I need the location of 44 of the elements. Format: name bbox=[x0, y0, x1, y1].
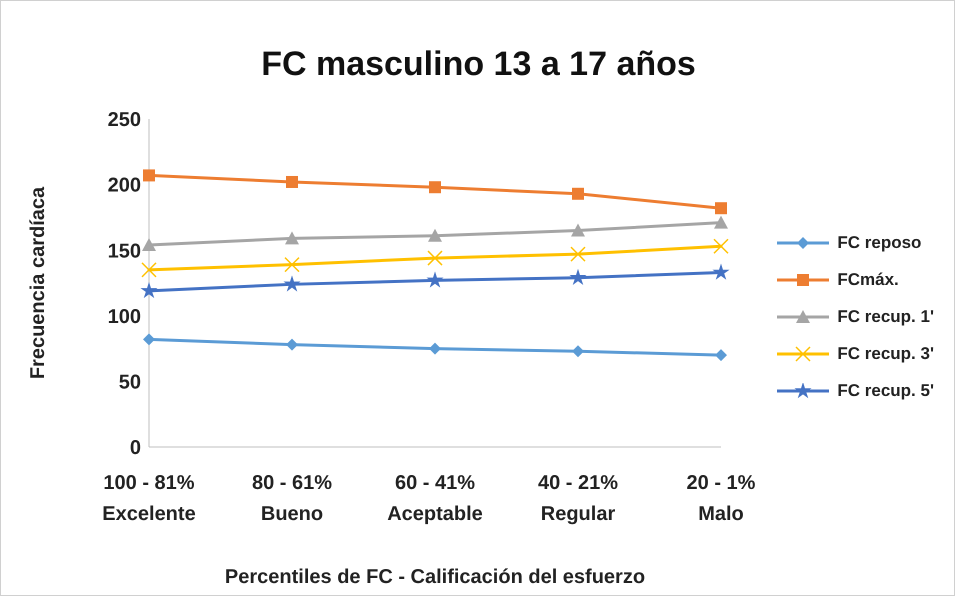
legend-label: FC recup. 1' bbox=[837, 307, 934, 327]
point bbox=[143, 169, 155, 182]
point bbox=[570, 269, 586, 285]
y-tick-label: 0 bbox=[130, 437, 141, 460]
point bbox=[286, 176, 298, 188]
point bbox=[570, 246, 586, 262]
x-tick-label: 100 - 81% Excelente bbox=[102, 472, 196, 525]
y-tick-label: 250 bbox=[108, 109, 141, 132]
point bbox=[427, 272, 443, 288]
legend-label: FC reposo bbox=[837, 233, 922, 253]
point bbox=[141, 262, 157, 278]
y-tick-label: 100 bbox=[108, 306, 141, 328]
y-tick-label: 200 bbox=[108, 174, 141, 197]
point bbox=[286, 338, 298, 351]
chart-title: FC masculino 13 a 17 años bbox=[260, 45, 697, 84]
point bbox=[429, 342, 441, 355]
point bbox=[285, 231, 299, 244]
y-axis-title: Frecuencia cardíaca bbox=[27, 186, 50, 380]
y-tick-label: 150 bbox=[108, 240, 141, 262]
x-tick-label: 60 - 41% Aceptable bbox=[387, 472, 483, 525]
x-axis-title: Percentiles de FC - Calificación del esfuerzo bbox=[224, 566, 646, 588]
point bbox=[572, 188, 584, 200]
point bbox=[141, 282, 157, 298]
point bbox=[572, 345, 584, 358]
point bbox=[571, 224, 585, 237]
point bbox=[713, 264, 729, 280]
x-tick-label: 40 - 21% Regular bbox=[538, 472, 618, 525]
point bbox=[713, 238, 729, 254]
point bbox=[715, 349, 727, 362]
legend-label: FC recup. 5' bbox=[837, 381, 934, 401]
y-tick-label: 50 bbox=[118, 372, 141, 394]
point bbox=[428, 228, 442, 242]
point bbox=[714, 216, 728, 229]
point bbox=[427, 250, 443, 266]
legend-label: FC recup. 3' bbox=[837, 344, 934, 364]
point bbox=[429, 181, 441, 194]
x-tick-label: 80 - 61% Bueno bbox=[252, 472, 332, 525]
x-tick-label: 20 - 1% Malo bbox=[686, 472, 756, 525]
legend-label: FCmáx. bbox=[837, 270, 899, 290]
point bbox=[284, 256, 300, 272]
point bbox=[143, 333, 155, 346]
point bbox=[142, 238, 156, 251]
point bbox=[715, 202, 727, 214]
point bbox=[284, 276, 300, 292]
